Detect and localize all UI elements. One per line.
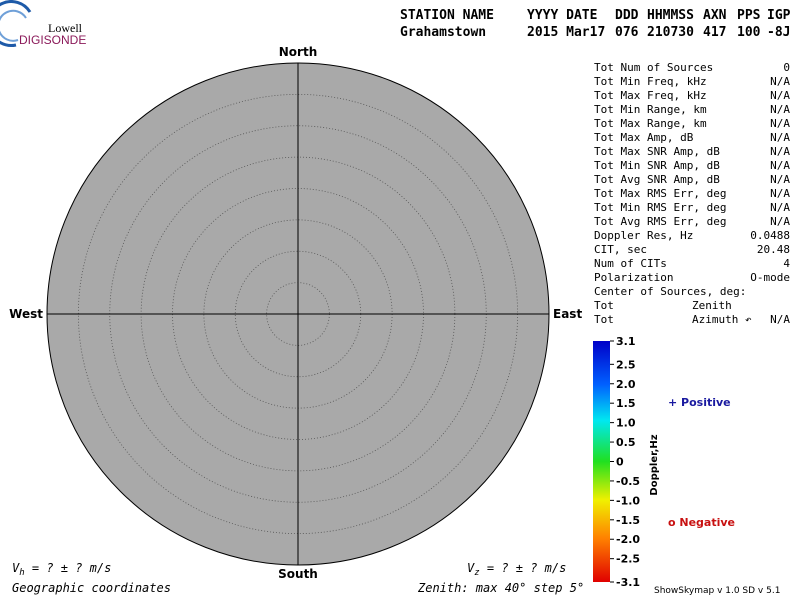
stat-value: N/A xyxy=(770,159,790,172)
header-value: 417 xyxy=(703,25,726,40)
stat-value: N/A xyxy=(770,215,790,228)
header-value: -8J xyxy=(767,25,790,40)
header-column: YYYY DATE xyxy=(527,8,597,23)
zenith-info: Zenith: max 40° step 5° xyxy=(417,581,584,595)
vz-sub: z xyxy=(474,568,479,578)
north-label: North xyxy=(279,45,317,59)
stat-value: N/A xyxy=(770,173,790,186)
version: ShowSkymap v 1.0 SD v 5.1 xyxy=(654,586,780,596)
legend-negative: o Negative xyxy=(668,516,735,529)
vz-symbol: V xyxy=(467,561,475,575)
header-column: IGP xyxy=(767,8,791,23)
colorbar-ticks: 3.1 2.5 2.0 1.5 1.0 0.5 0 -0.5 -1.0 -1.5 -2.0 -2.5 -… xyxy=(610,335,640,589)
header: STATION NAME YYYY DATE DDD HHMMSS AXN PPS IGP G… xyxy=(400,8,791,40)
colorbar-tick-label: 1.0 xyxy=(616,417,636,430)
colorbar-tick-label: -1.5 xyxy=(616,514,640,527)
stat-value: N/A xyxy=(770,117,790,130)
west-label: West xyxy=(9,307,43,321)
coordinates: Geographic coordinates xyxy=(12,581,171,595)
stat-value: N/A xyxy=(770,145,790,158)
stat-label: Tot Min Freq, kHz xyxy=(594,75,707,88)
center-prefix: Tot xyxy=(594,313,614,326)
colorbar-tick-label: -3.1 xyxy=(616,576,640,589)
colorbar-tick-label: 0 xyxy=(616,456,624,469)
stat-value: 0 xyxy=(783,61,790,74)
south-label: South xyxy=(278,567,318,581)
stats-table: Tot Num of Sources 0 Tot Min Freq, kHz N/A T… xyxy=(594,61,790,326)
stat-label: Polarization xyxy=(594,271,673,284)
colorbar-tick-label: 0.5 xyxy=(616,436,636,449)
colorbar-tick-label: -1.0 xyxy=(616,494,640,507)
stat-value: 20.48 xyxy=(757,243,790,256)
logo-name: DIGISONDE xyxy=(19,33,86,47)
stat-label: Tot Max RMS Err, deg xyxy=(594,187,726,200)
header-value: 076 xyxy=(615,25,639,40)
center-value: N/A xyxy=(770,313,790,326)
stat-label: CIT, sec xyxy=(594,243,647,256)
header-value: 2015 Mar17 xyxy=(527,25,605,40)
stat-label: Tot Max Range, km xyxy=(594,117,707,130)
skymap: North South West East xyxy=(9,45,582,581)
center-label: Zenith xyxy=(692,299,732,312)
logo: Lowell DIGISONDE xyxy=(0,0,86,47)
header-column: DDD xyxy=(615,8,639,23)
header-value: 100 xyxy=(737,25,761,40)
vh-sub: h xyxy=(19,568,24,578)
logo-top: Lowell xyxy=(48,21,83,35)
header-value: 210730 xyxy=(647,25,694,40)
colorbar xyxy=(593,341,610,582)
colorbar-tick-label: 3.1 xyxy=(616,335,636,348)
colorbar-tick-label: -2.5 xyxy=(616,553,640,566)
stat-label: Tot Max SNR Amp, dB xyxy=(594,145,720,158)
stat-value: 4 xyxy=(783,257,790,270)
stat-value: N/A xyxy=(770,75,790,88)
stat-label: Tot Max Amp, dB xyxy=(594,131,694,144)
header-column: PPS xyxy=(737,8,761,23)
stat-label: Tot Min SNR Amp, dB xyxy=(594,159,720,172)
stat-value: N/A xyxy=(770,201,790,214)
stat-label: Tot Max Freq, kHz xyxy=(594,89,707,102)
colorbar-tick-label: 1.5 xyxy=(616,397,636,410)
stat-value: N/A xyxy=(770,131,790,144)
stat-value: N/A xyxy=(770,89,790,102)
header-column: STATION NAME xyxy=(400,8,494,23)
center-prefix: Tot xyxy=(594,299,614,312)
stat-value: N/A xyxy=(770,103,790,116)
header-value: Grahamstown xyxy=(400,25,486,40)
legend-positive: + Positive xyxy=(668,396,731,409)
stat-label: Tot Num of Sources xyxy=(594,61,713,74)
vh-symbol: V xyxy=(12,561,20,575)
stat-label: Tot Min Range, km xyxy=(594,103,707,116)
stat-label: Doppler Res, Hz xyxy=(594,229,693,242)
stat-value: O-mode xyxy=(750,271,790,284)
stat-label: Center of Sources, deg: xyxy=(594,285,746,298)
stat-label: Tot Avg RMS Err, deg xyxy=(594,215,726,228)
stat-label: Tot Min RMS Err, deg xyxy=(594,201,726,214)
colorbar-tick-label: -0.5 xyxy=(616,475,640,488)
colorbar-tick-label: 2.5 xyxy=(616,358,636,371)
vh-text: Vh = ? ± ? m/s xyxy=(12,561,111,578)
colorbar-label: Doppler,Hz xyxy=(649,434,660,495)
vz-text: Vz = ? ± ? m/s xyxy=(467,561,566,578)
header-column: AXN xyxy=(703,8,727,23)
east-label: East xyxy=(553,307,582,321)
stat-value: N/A xyxy=(770,187,790,200)
vz-value: = ? ± ? m/s xyxy=(480,561,567,575)
stat-label: Tot Avg SNR Amp, dB xyxy=(594,173,720,186)
colorbar-tick-label: 2.0 xyxy=(616,378,636,391)
center-label: Azimuth ↶ xyxy=(692,313,752,326)
vh-value: = ? ± ? m/s xyxy=(25,561,112,575)
stat-value: 0.0488 xyxy=(750,229,790,242)
header-column: HHMMSS xyxy=(647,8,694,23)
colorbar-tick-label: -2.0 xyxy=(616,533,640,546)
stat-label: Num of CITs xyxy=(594,257,667,270)
